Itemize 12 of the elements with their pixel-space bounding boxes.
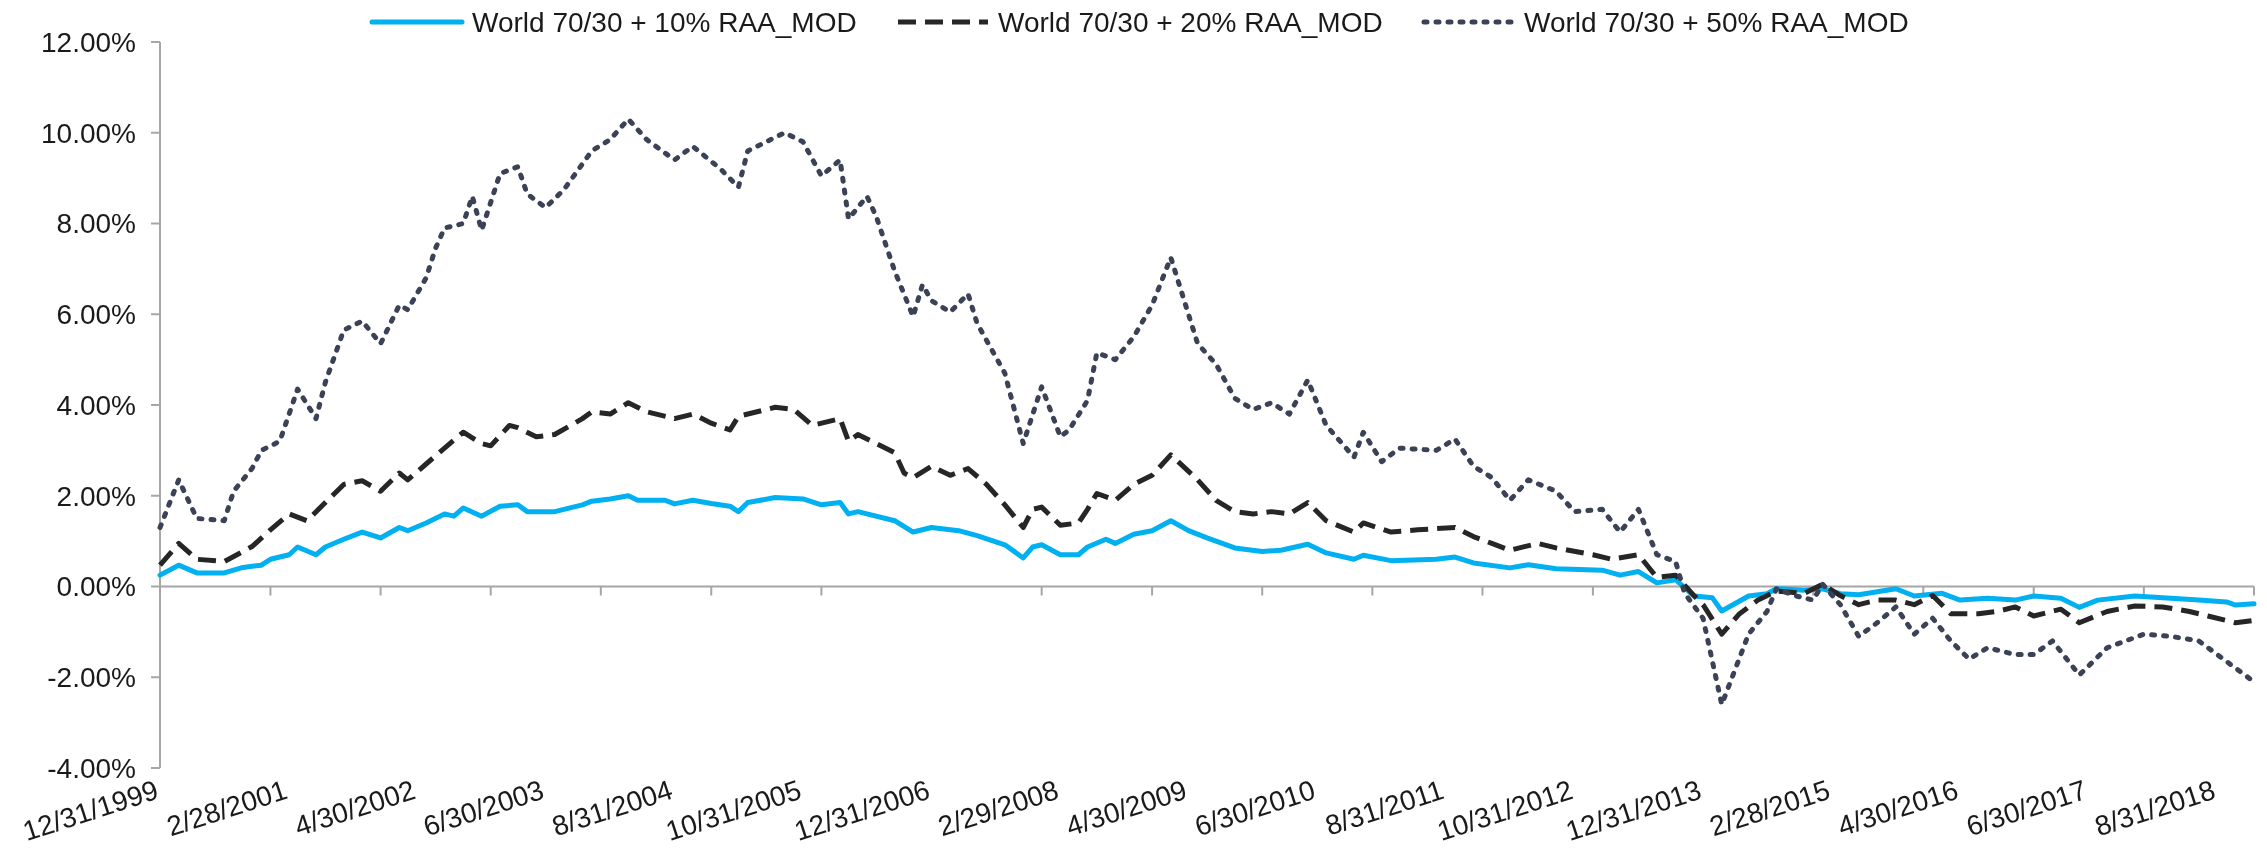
y-tick-label: 8.00% bbox=[56, 208, 136, 240]
y-tick-label: 4.00% bbox=[56, 389, 136, 421]
y-tick-label: 10.00% bbox=[41, 117, 136, 149]
y-tick-label: 2.00% bbox=[56, 480, 136, 512]
y-tick-label: 0.00% bbox=[56, 571, 136, 603]
legend-label: World 70/30 + 20% RAA_MOD bbox=[998, 6, 1383, 38]
y-tick-label: -2.00% bbox=[47, 662, 136, 694]
y-tick-label: 6.00% bbox=[56, 299, 136, 331]
legend-label: World 70/30 + 50% RAA_MOD bbox=[1524, 6, 1909, 38]
y-tick-label: -4.00% bbox=[47, 752, 136, 784]
y-tick-label: 12.00% bbox=[41, 26, 136, 58]
legend-label: World 70/30 + 10% RAA_MOD bbox=[472, 6, 857, 38]
